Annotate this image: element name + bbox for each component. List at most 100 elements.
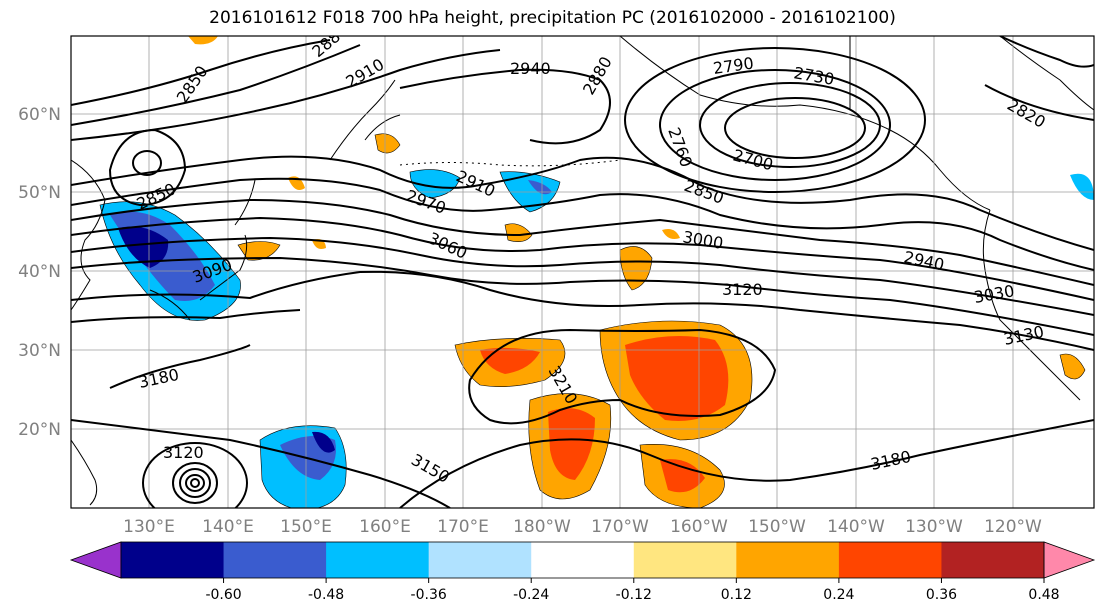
contour-label: 2790 xyxy=(712,53,755,77)
lon-label: 160°W xyxy=(670,517,728,537)
colorbar-segment xyxy=(941,542,1045,578)
lon-label: 180°W xyxy=(513,517,571,537)
contour-2820-ne xyxy=(984,36,1094,121)
coastlines xyxy=(71,36,1094,506)
contour-label: 2850 xyxy=(173,62,212,106)
contour-label: 3150 xyxy=(408,450,453,487)
lon-label: 160°E xyxy=(359,517,411,537)
contour-3150-main xyxy=(71,309,301,323)
longitude-labels: 130°E 140°E 150°E 160°E 170°E 180°W 170°… xyxy=(123,517,1042,537)
contour-3180-south xyxy=(71,419,451,508)
colorbar-tick-label: -0.60 xyxy=(205,587,241,601)
colorbar-segment xyxy=(428,542,532,578)
precip-positive-top xyxy=(188,36,218,45)
contour-typhoon-ring-1 xyxy=(172,462,218,504)
lon-label: 140°W xyxy=(827,517,885,537)
colorbar: -0.60 -0.48 -0.36 -0.24 -0.12 0.12 0.24 0.36 0.4… xyxy=(69,541,1096,601)
colorbar-tick-label: 0.48 xyxy=(1028,587,1059,601)
lat-label: 30°N xyxy=(18,341,61,361)
lon-label: 170°W xyxy=(591,517,649,537)
contour-3060 xyxy=(71,236,1094,316)
precip-positive-kamchatka xyxy=(374,133,401,154)
precip-positive-midpacific xyxy=(619,246,653,291)
colorbar-tick-label: -0.48 xyxy=(308,587,344,601)
colorbar-tick-label: -0.36 xyxy=(411,587,447,601)
precip-positive-japan-n xyxy=(237,241,281,261)
colorbar-tick-label: 0.36 xyxy=(926,587,957,601)
coast-alaska xyxy=(619,36,991,211)
precip-negative-pacific-w-dark xyxy=(312,431,335,453)
precip-positive-dateline xyxy=(504,223,533,242)
contour-2880 xyxy=(71,44,361,126)
contour-2850-mid xyxy=(71,155,1094,251)
colorbar-outline xyxy=(120,541,1045,579)
colorbar-tick-label: -0.24 xyxy=(513,587,549,601)
contour-2910 xyxy=(71,49,501,141)
contour-label: 3030 xyxy=(972,281,1015,307)
lon-label: 130°W xyxy=(905,517,963,537)
coast-canada xyxy=(849,36,1094,111)
aleutian-chain xyxy=(399,159,621,167)
precip-negative-aleutian-2-mid xyxy=(528,180,552,195)
contour-label: 2910 xyxy=(453,166,498,200)
colorbar-segments xyxy=(69,541,1096,579)
contour-label: 2730 xyxy=(792,63,835,89)
contour-2910-mid xyxy=(71,177,1094,271)
contour-label: 3120 xyxy=(722,280,763,299)
contour-3120-typhoon xyxy=(142,442,248,508)
colorbar-ticks: -0.60 -0.48 -0.36 -0.24 -0.12 0.12 0.24 0.36 0.4… xyxy=(205,578,1060,601)
precip-positive-small-2 xyxy=(662,229,680,239)
coast-philippines xyxy=(71,439,98,506)
lat-label: 20°N xyxy=(18,420,61,440)
precip-positive-subtropics-2-red xyxy=(625,336,729,421)
lon-label: 130°E xyxy=(123,517,175,537)
contour-3210-loop xyxy=(468,328,777,425)
contour-label: 3130 xyxy=(1002,322,1046,349)
contour-typhoon-ring-4 xyxy=(190,478,200,488)
colorbar-tick-label: 0.24 xyxy=(823,587,854,601)
contour-label: 2880 xyxy=(308,20,351,61)
precip-shading xyxy=(99,36,1094,508)
contour-label: 2940 xyxy=(510,59,551,78)
coast-kamchatka xyxy=(329,79,401,161)
colorbar-segment xyxy=(223,542,327,578)
colorbar-segment xyxy=(633,542,737,578)
contour-2700-alaska xyxy=(724,97,866,159)
contour-label: 2910 xyxy=(343,55,388,92)
contour-label: 3180 xyxy=(869,447,913,474)
colorbar-tick-label: -0.12 xyxy=(616,587,652,601)
lat-label: 40°N xyxy=(18,262,61,282)
colorbar-extend-high xyxy=(1043,541,1096,579)
precip-negative-japan-dark xyxy=(118,226,169,268)
contour-label: 3000 xyxy=(681,227,724,253)
contour-2970 xyxy=(71,198,1094,286)
lon-label: 140°E xyxy=(202,517,254,537)
coast-na-west xyxy=(982,209,1081,401)
lat-label: 60°N xyxy=(18,105,61,125)
contour-typhoon-ring-3 xyxy=(185,474,205,492)
contour-label: 2820 xyxy=(1004,95,1049,132)
colorbar-segment xyxy=(838,542,942,578)
contour-typhoon-ring-2 xyxy=(179,468,211,498)
contour-2760-alaska xyxy=(659,69,891,181)
lon-label: 150°E xyxy=(280,517,332,537)
precip-positive-subtropics-4-red xyxy=(660,459,705,493)
contour-label: 3180 xyxy=(137,365,181,392)
lat-label: 50°N xyxy=(18,183,61,203)
contour-3000 xyxy=(71,216,1094,301)
precip-positive-subtropics-1-red xyxy=(480,347,540,374)
contour-2730-alaska xyxy=(699,82,881,168)
contour-3180-west xyxy=(109,344,251,389)
precip-negative-canada xyxy=(1070,173,1094,200)
precip-negative-aleutian-1 xyxy=(409,169,461,199)
contour-3150-south xyxy=(399,419,1094,508)
latitude-labels: 60°N 50°N 40°N 30°N 20°N xyxy=(18,105,61,440)
contour-2880-low xyxy=(108,128,187,207)
precip-positive-subtropics-3-red xyxy=(548,408,595,480)
colorbar-extend-low xyxy=(69,541,122,579)
lon-label: 150°W xyxy=(748,517,806,537)
colorbar-segment xyxy=(736,542,840,578)
lon-label: 120°W xyxy=(984,517,1042,537)
contour-2850-north xyxy=(71,39,331,106)
